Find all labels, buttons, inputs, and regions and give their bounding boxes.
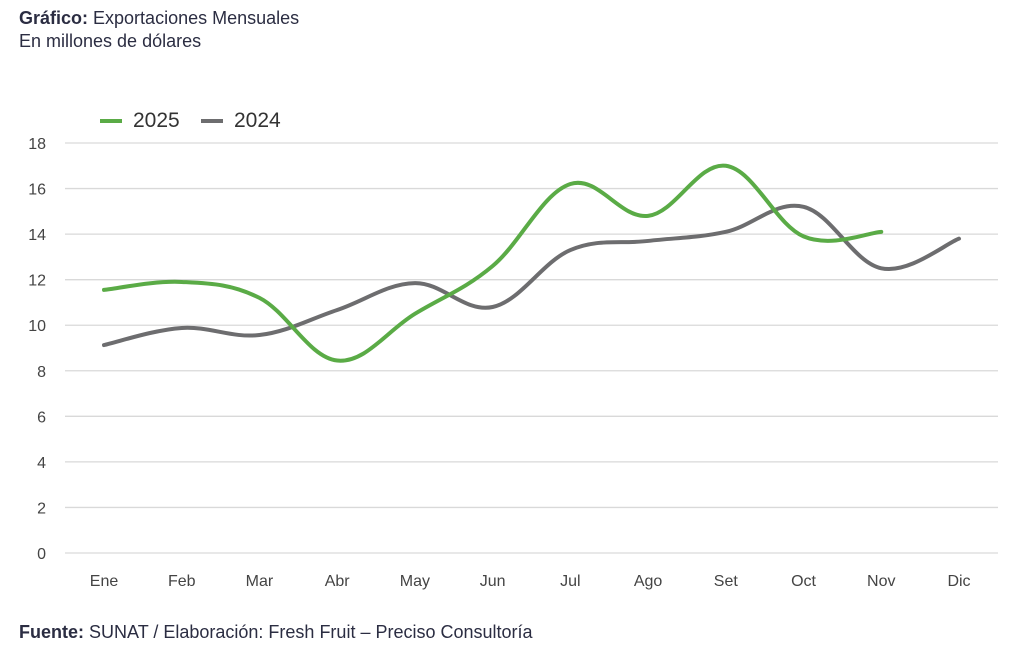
x-tick-label: May bbox=[400, 573, 430, 590]
y-tick-label: 8 bbox=[37, 364, 46, 381]
series-line-2025 bbox=[102, 163, 884, 363]
series-line-2024 bbox=[102, 203, 961, 348]
y-tick-label: 14 bbox=[28, 227, 46, 244]
x-tick-label: Dic bbox=[947, 573, 970, 590]
y-tick-label: 12 bbox=[28, 273, 46, 290]
title-text: Exportaciones Mensuales bbox=[93, 8, 300, 28]
legend-label-2025: 2025 bbox=[133, 109, 180, 132]
legend-label-2024: 2024 bbox=[234, 109, 281, 132]
x-tick-label: Jun bbox=[480, 573, 506, 590]
y-tick-label: 2 bbox=[37, 500, 46, 517]
x-tick-label: Mar bbox=[246, 573, 274, 590]
x-tick-label: Nov bbox=[867, 573, 895, 590]
y-tick-label: 16 bbox=[28, 182, 46, 199]
y-tick-label: 4 bbox=[37, 455, 46, 472]
y-tick-label: 0 bbox=[37, 546, 46, 563]
source-note: Fuente: SUNAT / Elaboración: Fresh Fruit… bbox=[19, 621, 533, 643]
source-label: Fuente: bbox=[19, 622, 84, 642]
y-tick-label: 18 bbox=[28, 136, 46, 153]
chart-subtitle: En millones de dólares bbox=[19, 31, 202, 51]
chart-title: Gráfico: Exportaciones Mensuales bbox=[19, 7, 299, 29]
x-tick-label: Oct bbox=[791, 573, 816, 590]
x-tick-label: Feb bbox=[168, 573, 196, 590]
x-tick-label: Ene bbox=[90, 573, 119, 590]
source-text: SUNAT / Elaboración: Fresh Fruit – Preci… bbox=[89, 622, 533, 642]
x-tick-label: Set bbox=[714, 573, 739, 590]
y-tick-label: 6 bbox=[37, 409, 46, 426]
y-tick-label: 10 bbox=[28, 318, 46, 335]
x-tick-label: Abr bbox=[325, 573, 351, 590]
x-tick-label: Ago bbox=[634, 573, 663, 590]
x-tick-label: Jul bbox=[560, 573, 580, 590]
title-label: Gráfico: bbox=[19, 8, 89, 28]
